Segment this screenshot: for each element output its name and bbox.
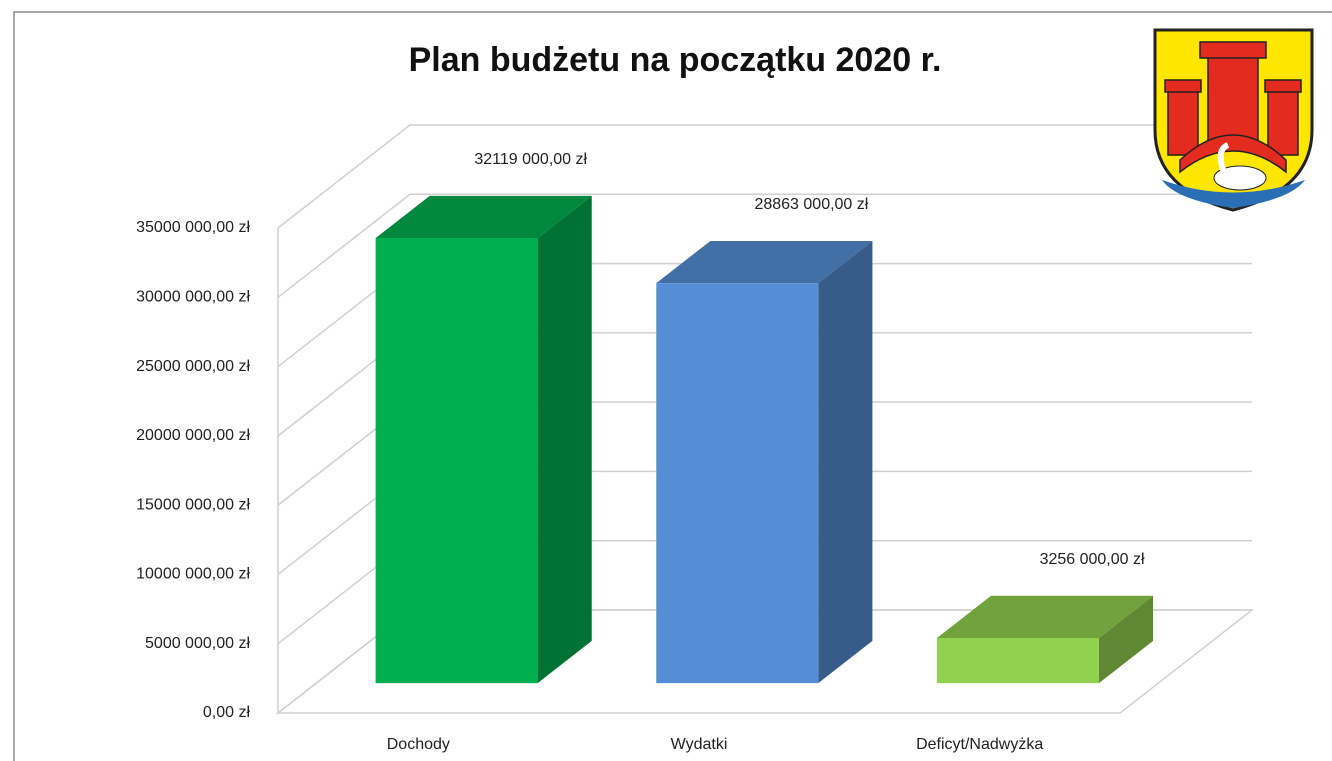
chart-title: Plan budżetu na początku 2020 r.: [409, 41, 942, 79]
bar: [936, 595, 1154, 684]
x-tick-label: Deficyt/Nadwyżka: [916, 736, 1043, 753]
data-label: 28863 000,00 zł: [754, 196, 868, 213]
bar-front: [375, 238, 538, 684]
y-tick-label: 25000 000,00 zł: [136, 358, 250, 375]
grid-line: [277, 124, 1252, 229]
bar-side: [1098, 595, 1154, 684]
x-tick-label: Wydatki: [671, 736, 728, 753]
bar-front: [936, 638, 1099, 684]
bar-top: [936, 595, 1154, 639]
data-label: 3256 000,00 zł: [1040, 551, 1145, 568]
bar-top: [656, 240, 873, 284]
coat-of-arms: [1153, 28, 1314, 212]
bar: [375, 195, 592, 684]
y-tick-label: 10000 000,00 zł: [136, 566, 250, 583]
y-tick-label: 30000 000,00 zł: [136, 289, 250, 306]
bar-side: [818, 240, 873, 684]
y-tick-label: 0,00 zł: [203, 704, 251, 721]
bar: [656, 240, 873, 684]
y-tick-label: 15000 000,00 zł: [136, 496, 250, 513]
bar-front: [656, 283, 819, 684]
y-tick-label: 5000 000,00 zł: [145, 635, 250, 652]
y-tick-label: 20000 000,00 zł: [136, 427, 250, 444]
grid-line: [277, 193, 1252, 298]
bar-top: [375, 195, 592, 239]
bar-side: [537, 195, 592, 684]
data-label: 32119 000,00 zł: [474, 151, 587, 168]
chart-border: [13, 11, 1332, 761]
y-tick-label: 35000 000,00 zł: [136, 219, 250, 236]
x-tick-label: Dochody: [387, 736, 450, 753]
